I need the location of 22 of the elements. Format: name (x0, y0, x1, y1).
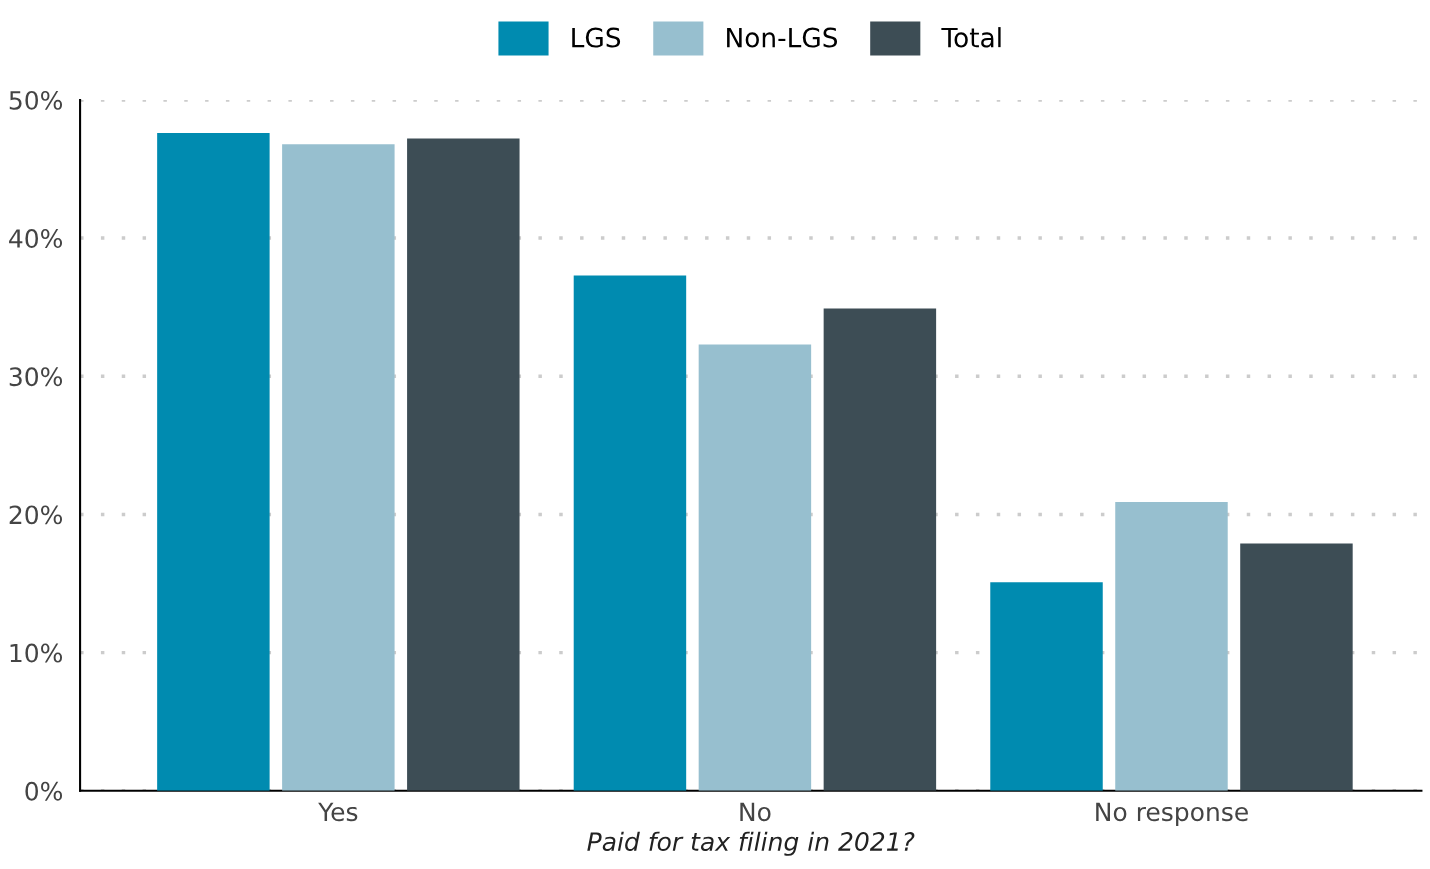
x-axis-title: Paid for tax filing in 2021? (587, 831, 915, 856)
y-tick-label: 20% (9, 505, 63, 525)
y-tick-label: 0% (25, 781, 63, 801)
y-tick-label: 40% (9, 229, 63, 248)
bar (823, 308, 937, 791)
bar (407, 138, 520, 791)
bar (1115, 502, 1228, 791)
x-tick-label: No response (1096, 802, 1248, 827)
legend-label: Total (941, 27, 1001, 48)
bar (573, 275, 687, 791)
y-tick-label: 30% (9, 367, 63, 387)
bar (698, 344, 812, 791)
bar (282, 144, 395, 791)
y-tick-label: 10% (10, 643, 63, 663)
legend-label: LGS (572, 27, 621, 48)
y-tick-label: 50% (9, 90, 63, 110)
bar (1240, 543, 1353, 791)
x-tick-label: Yes (318, 802, 358, 822)
legend-label: Non-LGS (727, 27, 838, 48)
bar (990, 582, 1103, 791)
bar (157, 133, 270, 791)
x-tick-label: No (740, 802, 771, 822)
